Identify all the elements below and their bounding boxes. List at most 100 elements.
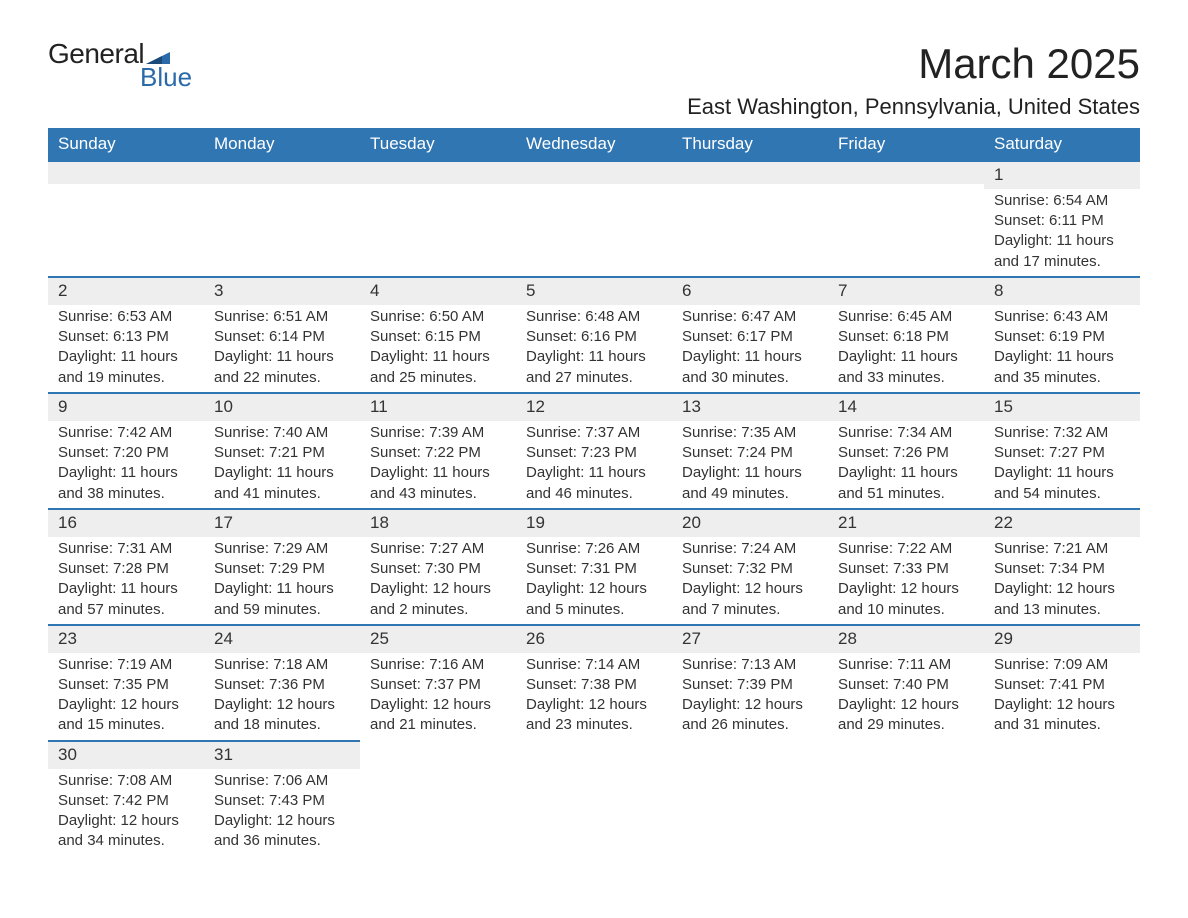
day-number: 16 xyxy=(48,508,204,537)
daylight-line: Daylight: 11 hours and 41 minutes. xyxy=(214,463,350,504)
daylight-line: Daylight: 12 hours and 36 minutes. xyxy=(214,811,350,852)
sunrise-line: Sunrise: 7:40 AM xyxy=(214,423,350,443)
sunrise-line: Sunrise: 7:14 AM xyxy=(526,655,662,675)
sunrise-line: Sunrise: 6:43 AM xyxy=(994,307,1130,327)
day-number: 27 xyxy=(672,624,828,653)
sunrise-line: Sunrise: 6:54 AM xyxy=(994,191,1130,211)
day-number: 29 xyxy=(984,624,1140,653)
sunrise-line: Sunrise: 7:06 AM xyxy=(214,771,350,791)
weekday-header: Monday xyxy=(204,128,360,160)
calendar-empty-cell xyxy=(672,740,828,856)
daylight-line: Daylight: 11 hours and 59 minutes. xyxy=(214,579,350,620)
day-details: Sunrise: 6:47 AMSunset: 6:17 PMDaylight:… xyxy=(672,305,828,392)
daylight-line: Daylight: 11 hours and 46 minutes. xyxy=(526,463,662,504)
empty-day-bar xyxy=(204,160,360,184)
calendar-empty-cell xyxy=(984,740,1140,856)
daylight-line: Daylight: 11 hours and 35 minutes. xyxy=(994,347,1130,388)
weekday-header: Friday xyxy=(828,128,984,160)
day-details: Sunrise: 7:26 AMSunset: 7:31 PMDaylight:… xyxy=(516,537,672,624)
daylight-line: Daylight: 12 hours and 7 minutes. xyxy=(682,579,818,620)
sunset-line: Sunset: 7:35 PM xyxy=(58,675,194,695)
sunrise-line: Sunrise: 7:31 AM xyxy=(58,539,194,559)
day-details: Sunrise: 7:13 AMSunset: 7:39 PMDaylight:… xyxy=(672,653,828,740)
calendar-day-cell: 7Sunrise: 6:45 AMSunset: 6:18 PMDaylight… xyxy=(828,276,984,392)
daylight-line: Daylight: 12 hours and 21 minutes. xyxy=(370,695,506,736)
sunrise-line: Sunrise: 7:32 AM xyxy=(994,423,1130,443)
day-details: Sunrise: 7:31 AMSunset: 7:28 PMDaylight:… xyxy=(48,537,204,624)
calendar-day-cell: 3Sunrise: 6:51 AMSunset: 6:14 PMDaylight… xyxy=(204,276,360,392)
day-number: 26 xyxy=(516,624,672,653)
sunset-line: Sunset: 7:34 PM xyxy=(994,559,1130,579)
day-number: 13 xyxy=(672,392,828,421)
sunrise-line: Sunrise: 7:18 AM xyxy=(214,655,350,675)
day-number: 20 xyxy=(672,508,828,537)
sunset-line: Sunset: 6:13 PM xyxy=(58,327,194,347)
calendar-day-cell: 13Sunrise: 7:35 AMSunset: 7:24 PMDayligh… xyxy=(672,392,828,508)
sunrise-line: Sunrise: 7:13 AM xyxy=(682,655,818,675)
sunrise-line: Sunrise: 7:42 AM xyxy=(58,423,194,443)
calendar-week-row: 9Sunrise: 7:42 AMSunset: 7:20 PM Daylight… xyxy=(48,392,1140,508)
calendar-day-cell: 20Sunrise: 7:24 AMSunset: 7:32 PMDayligh… xyxy=(672,508,828,624)
sunset-line: Sunset: 6:18 PM xyxy=(838,327,974,347)
day-number: 11 xyxy=(360,392,516,421)
sunset-line: Sunset: 7:27 PM xyxy=(994,443,1130,463)
day-details: Sunrise: 6:54 AMSunset: 6:11 PMDaylight:… xyxy=(984,189,1140,276)
day-number: 31 xyxy=(204,740,360,769)
calendar-week-row: 2Sunrise: 6:53 AMSunset: 6:13 PMDaylight… xyxy=(48,276,1140,392)
weekday-header: Thursday xyxy=(672,128,828,160)
calendar-day-cell: 17Sunrise: 7:29 AMSunset: 7:29 PMDayligh… xyxy=(204,508,360,624)
sunset-line: Sunset: 7:30 PM xyxy=(370,559,506,579)
day-details: Sunrise: 6:51 AMSunset: 6:14 PMDaylight:… xyxy=(204,305,360,392)
day-details: Sunrise: 7:08 AMSunset: 7:42 PMDaylight:… xyxy=(48,769,204,856)
calendar-day-cell: 10Sunrise: 7:40 AMSunset: 7:21 PMDayligh… xyxy=(204,392,360,508)
day-number: 22 xyxy=(984,508,1140,537)
day-details: Sunrise: 7:22 AMSunset: 7:33 PMDaylight:… xyxy=(828,537,984,624)
sunset-line: Sunset: 7:26 PM xyxy=(838,443,974,463)
daylight-line: Daylight: 11 hours and 51 minutes. xyxy=(838,463,974,504)
calendar-day-cell: 24Sunrise: 7:18 AMSunset: 7:36 PMDayligh… xyxy=(204,624,360,740)
calendar-day-cell: 27Sunrise: 7:13 AMSunset: 7:39 PMDayligh… xyxy=(672,624,828,740)
daylight-line: Daylight: 12 hours and 13 minutes. xyxy=(994,579,1130,620)
sunrise-line: Sunrise: 6:45 AM xyxy=(838,307,974,327)
sunrise-line: Sunrise: 7:24 AM xyxy=(682,539,818,559)
day-details: Sunrise: 7:06 AMSunset: 7:43 PMDaylight:… xyxy=(204,769,360,856)
sunrise-line: Sunrise: 7:34 AM xyxy=(838,423,974,443)
day-number: 9 xyxy=(48,392,204,421)
day-details: Sunrise: 7:24 AMSunset: 7:32 PMDaylight:… xyxy=(672,537,828,624)
sunset-line: Sunset: 6:15 PM xyxy=(370,327,506,347)
sunrise-line: Sunrise: 7:19 AM xyxy=(58,655,194,675)
location: East Washington, Pennsylvania, United St… xyxy=(687,94,1140,120)
daylight-line: Daylight: 11 hours and 33 minutes. xyxy=(838,347,974,388)
daylight-line: Daylight: 11 hours and 30 minutes. xyxy=(682,347,818,388)
calendar-day-cell: 28Sunrise: 7:11 AMSunset: 7:40 PMDayligh… xyxy=(828,624,984,740)
empty-day-bar xyxy=(672,160,828,184)
title-block: March 2025 East Washington, Pennsylvania… xyxy=(687,40,1140,120)
header: General Blue March 2025 East Washington,… xyxy=(48,40,1140,120)
day-details: Sunrise: 7:37 AMSunset: 7:23 PMDaylight:… xyxy=(516,421,672,508)
calendar-table: SundayMondayTuesdayWednesdayThursdayFrid… xyxy=(48,128,1140,856)
day-number: 24 xyxy=(204,624,360,653)
sunset-line: Sunset: 7:23 PM xyxy=(526,443,662,463)
day-details: Sunrise: 7:34 AMSunset: 7:26 PMDaylight:… xyxy=(828,421,984,508)
daylight-line: Daylight: 12 hours and 2 minutes. xyxy=(370,579,506,620)
day-details: Sunrise: 7:09 AMSunset: 7:41 PMDaylight:… xyxy=(984,653,1140,740)
calendar-day-cell: 11Sunrise: 7:39 AMSunset: 7:22 PMDayligh… xyxy=(360,392,516,508)
calendar-empty-cell xyxy=(48,160,204,276)
calendar-week-row: 1Sunrise: 6:54 AMSunset: 6:11 PMDaylight… xyxy=(48,160,1140,276)
daylight-line: Daylight: 11 hours and 49 minutes. xyxy=(682,463,818,504)
calendar-week-row: 30Sunrise: 7:08 AMSunset: 7:42 PMDayligh… xyxy=(48,740,1140,856)
daylight-line: Daylight: 12 hours and 23 minutes. xyxy=(526,695,662,736)
daylight-line: Daylight: 12 hours and 26 minutes. xyxy=(682,695,818,736)
calendar-empty-cell xyxy=(516,160,672,276)
calendar-empty-cell xyxy=(204,160,360,276)
sunset-line: Sunset: 7:20 PM xyxy=(58,443,194,463)
calendar-empty-cell xyxy=(828,160,984,276)
day-details: Sunrise: 7:14 AMSunset: 7:38 PMDaylight:… xyxy=(516,653,672,740)
calendar-day-cell: 29Sunrise: 7:09 AMSunset: 7:41 PMDayligh… xyxy=(984,624,1140,740)
sunset-line: Sunset: 7:31 PM xyxy=(526,559,662,579)
calendar-day-cell: 6Sunrise: 6:47 AMSunset: 6:17 PMDaylight… xyxy=(672,276,828,392)
empty-day-bar xyxy=(516,160,672,184)
sunrise-line: Sunrise: 7:26 AM xyxy=(526,539,662,559)
day-number: 30 xyxy=(48,740,204,769)
sunset-line: Sunset: 7:43 PM xyxy=(214,791,350,811)
